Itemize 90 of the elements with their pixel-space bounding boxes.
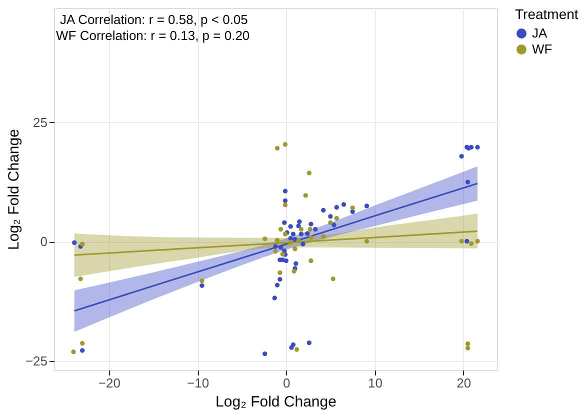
point bbox=[308, 235, 314, 240]
point bbox=[334, 216, 339, 221]
point bbox=[364, 204, 370, 208]
point bbox=[468, 241, 474, 246]
point bbox=[330, 276, 336, 282]
point bbox=[334, 205, 339, 210]
point bbox=[328, 214, 333, 219]
point bbox=[303, 193, 308, 198]
point bbox=[71, 350, 76, 354]
point bbox=[294, 347, 300, 352]
legend-label: WF bbox=[532, 42, 552, 56]
point bbox=[465, 346, 470, 350]
point bbox=[282, 202, 288, 208]
point bbox=[278, 245, 284, 250]
point bbox=[278, 277, 282, 282]
annotation: JA Correlation: r = 0.58, p < 0.05 bbox=[60, 12, 248, 27]
point bbox=[80, 348, 85, 353]
point bbox=[465, 180, 470, 184]
point bbox=[292, 268, 296, 274]
point bbox=[298, 226, 304, 232]
annotation: WF Correlation: r = 0.13, p = 0.20 bbox=[56, 28, 250, 43]
point bbox=[465, 341, 470, 346]
y-axis-title: Log₂ Fold Change bbox=[5, 129, 22, 250]
point bbox=[298, 232, 304, 236]
point bbox=[289, 345, 294, 350]
line-series bbox=[74, 230, 478, 256]
point bbox=[288, 224, 293, 229]
x-tick-label: −20 bbox=[98, 376, 120, 390]
point bbox=[464, 238, 470, 244]
y-tick-label: 25 bbox=[33, 114, 48, 130]
point bbox=[475, 238, 480, 244]
point bbox=[468, 144, 474, 150]
point bbox=[297, 219, 302, 224]
point bbox=[300, 242, 306, 246]
point bbox=[321, 208, 326, 213]
point bbox=[274, 146, 280, 151]
point bbox=[274, 282, 280, 288]
point bbox=[273, 248, 278, 254]
point bbox=[282, 188, 288, 194]
point bbox=[313, 226, 318, 232]
line-series bbox=[74, 182, 478, 312]
point bbox=[306, 340, 312, 346]
point bbox=[288, 240, 293, 245]
point bbox=[328, 220, 333, 225]
point bbox=[296, 238, 301, 244]
point bbox=[278, 270, 282, 276]
point bbox=[321, 234, 326, 239]
point bbox=[364, 238, 370, 244]
point bbox=[200, 278, 204, 284]
point bbox=[200, 283, 204, 288]
point bbox=[459, 238, 464, 244]
point bbox=[278, 226, 284, 232]
point bbox=[350, 209, 355, 214]
y-tick-label: 0 bbox=[40, 234, 48, 250]
legend-label: JA bbox=[532, 26, 548, 40]
x-tick-label: 0 bbox=[283, 376, 290, 390]
point bbox=[72, 240, 77, 245]
point bbox=[282, 142, 288, 147]
point bbox=[305, 231, 310, 236]
point bbox=[282, 220, 287, 225]
point bbox=[308, 258, 314, 264]
point bbox=[282, 198, 288, 204]
point bbox=[78, 276, 83, 282]
point bbox=[308, 222, 314, 226]
point bbox=[292, 246, 298, 252]
point bbox=[80, 340, 85, 346]
point bbox=[459, 154, 464, 159]
point bbox=[306, 170, 312, 176]
point bbox=[290, 232, 296, 236]
point bbox=[294, 261, 298, 266]
x-axis-title: Log₂ Fold Change bbox=[216, 394, 336, 410]
y-tick-label: −25 bbox=[25, 353, 48, 368]
point bbox=[273, 244, 278, 249]
x-tick-label: 10 bbox=[368, 376, 382, 390]
point bbox=[475, 144, 480, 150]
point bbox=[341, 202, 346, 207]
point bbox=[274, 238, 280, 243]
point bbox=[284, 258, 288, 264]
point bbox=[262, 351, 268, 356]
point bbox=[308, 226, 312, 232]
x-tick-label: 20 bbox=[456, 376, 472, 390]
point bbox=[80, 242, 85, 246]
point bbox=[280, 252, 285, 256]
point bbox=[262, 236, 268, 242]
x-tick-label: −10 bbox=[187, 376, 210, 390]
point bbox=[350, 206, 355, 210]
legend-title: Treatment bbox=[515, 6, 578, 22]
point bbox=[296, 224, 301, 228]
point bbox=[272, 296, 277, 300]
point bbox=[332, 222, 336, 228]
